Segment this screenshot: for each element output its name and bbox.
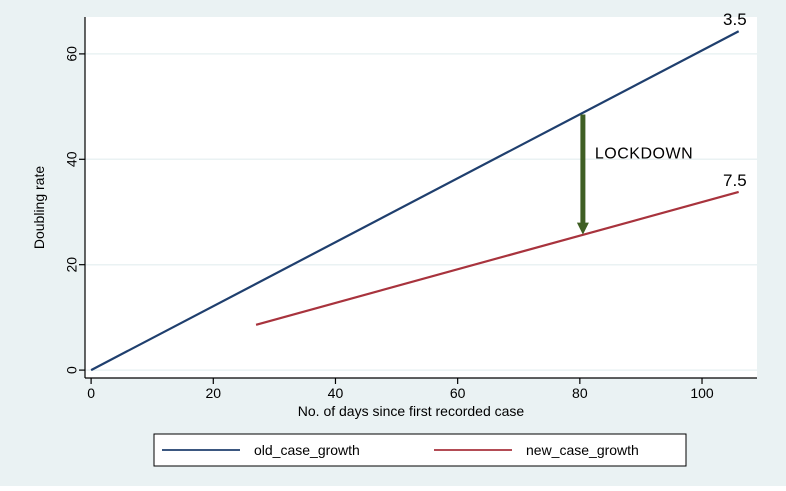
series-line-new_case_growth: [255, 190, 739, 326]
y-tick-label: 40: [64, 151, 80, 167]
axes: 0 20 40 60 80 100 0 20 40 60: [64, 17, 757, 401]
x-tick-label: 20: [206, 385, 222, 401]
x-tick-label: 60: [450, 385, 466, 401]
x-axis-label: No. of days since first recorded case: [298, 403, 525, 419]
y-tick-label: 60: [64, 46, 80, 62]
legend-label: old_case_growth: [254, 442, 360, 458]
y-axis-label: Doubling rate: [31, 166, 47, 249]
series-end-label: 3.5: [723, 10, 747, 29]
series-line-old_case_growth: [90, 30, 740, 372]
annotations: LOCKDOWN: [576, 114, 693, 235]
legend-label: new_case_growth: [526, 442, 639, 458]
lockdown-arrow-head: [576, 222, 589, 235]
gridlines: [85, 53, 757, 371]
x-tick-label: 100: [690, 385, 714, 401]
x-tick-label: 40: [328, 385, 344, 401]
x-tick-label: 0: [87, 385, 95, 401]
series-end-label: 7.5: [723, 171, 747, 190]
y-tick-label: 20: [64, 257, 80, 273]
series-lines: 3.5 7.5: [90, 10, 747, 372]
legend-box: [153, 433, 687, 467]
y-tick-label: 0: [64, 366, 80, 374]
x-tick-label: 80: [572, 385, 588, 401]
legend: old_case_growth new_case_growth: [153, 433, 687, 467]
lockdown-annotation-label: LOCKDOWN: [595, 145, 693, 162]
